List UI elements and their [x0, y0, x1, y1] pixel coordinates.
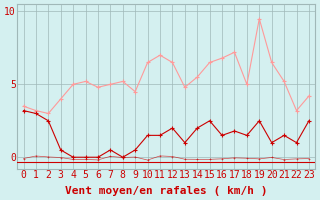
X-axis label: Vent moyen/en rafales ( km/h ): Vent moyen/en rafales ( km/h ): [65, 186, 268, 196]
